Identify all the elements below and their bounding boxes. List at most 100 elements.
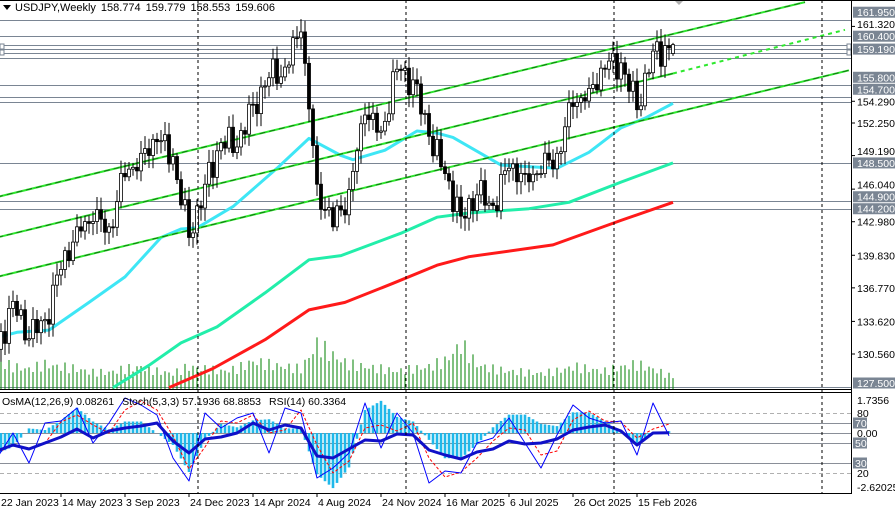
candle[interactable] [175, 153, 179, 185]
candle[interactable] [335, 199, 339, 232]
candle[interactable] [575, 92, 579, 119]
candle[interactable] [519, 162, 523, 195]
candle[interactable] [75, 214, 79, 247]
candle[interactable] [599, 60, 603, 97]
candle[interactable] [255, 91, 259, 127]
candle[interactable] [143, 136, 147, 166]
candle[interactable] [183, 187, 187, 212]
candle[interactable] [251, 92, 255, 117]
candle[interactable] [623, 56, 627, 87]
candle[interactable] [79, 216, 83, 238]
candle[interactable] [475, 183, 479, 222]
candle[interactable] [387, 101, 391, 126]
candle[interactable] [343, 197, 347, 224]
candle[interactable] [275, 46, 279, 91]
candle[interactable] [39, 316, 43, 345]
object-handle-icon[interactable] [0, 43, 5, 50]
candle[interactable] [471, 190, 475, 223]
candle[interactable] [35, 310, 39, 344]
candle[interactable] [415, 68, 419, 97]
triangle-down-icon[interactable] [3, 5, 11, 10]
shift-marker-icon[interactable] [675, 1, 683, 5]
candle[interactable] [339, 195, 343, 217]
candle[interactable] [567, 90, 571, 140]
candle[interactable] [235, 135, 239, 160]
candle[interactable] [351, 163, 355, 202]
candle[interactable] [587, 77, 591, 108]
candle[interactable] [647, 68, 651, 78]
candle[interactable] [527, 161, 531, 193]
candle[interactable] [435, 126, 439, 161]
object-handle-icon[interactable] [0, 49, 5, 56]
candle[interactable] [67, 241, 71, 268]
candle[interactable] [403, 61, 407, 83]
candle[interactable] [515, 157, 519, 195]
candle[interactable] [159, 129, 163, 154]
candle[interactable] [19, 304, 23, 320]
candle[interactable] [531, 165, 535, 191]
candle[interactable] [139, 141, 143, 182]
candle[interactable] [323, 196, 327, 219]
candle[interactable] [299, 19, 303, 50]
candle[interactable] [127, 162, 131, 182]
candle[interactable] [559, 146, 563, 165]
candle[interactable] [99, 197, 103, 232]
candle[interactable] [383, 111, 387, 136]
candle[interactable] [307, 56, 311, 122]
candle[interactable] [267, 71, 271, 97]
candle[interactable] [363, 103, 367, 137]
candle[interactable] [63, 246, 67, 279]
candle[interactable] [295, 26, 299, 49]
candle[interactable] [71, 230, 75, 266]
candle[interactable] [7, 295, 11, 354]
candle[interactable] [167, 122, 171, 173]
candle[interactable] [607, 52, 611, 80]
candle[interactable] [319, 171, 323, 220]
candle[interactable] [303, 20, 307, 76]
candle[interactable] [179, 171, 183, 210]
candle[interactable] [331, 202, 335, 232]
candle[interactable] [0, 323, 3, 362]
candle[interactable] [627, 68, 631, 104]
candle[interactable] [247, 95, 251, 146]
candle[interactable] [583, 90, 587, 110]
candle[interactable] [551, 149, 555, 178]
candle[interactable] [171, 148, 175, 171]
candle[interactable] [467, 194, 471, 231]
candle[interactable] [487, 195, 491, 210]
candle[interactable] [451, 170, 455, 222]
candle[interactable] [111, 219, 115, 238]
candle[interactable] [243, 126, 247, 145]
candle[interactable] [11, 290, 15, 318]
candle[interactable] [367, 102, 371, 132]
candle[interactable] [191, 222, 195, 248]
candle[interactable] [203, 174, 207, 221]
candle[interactable] [95, 197, 99, 235]
candle[interactable] [359, 115, 363, 164]
candle[interactable] [215, 141, 219, 188]
candle[interactable] [503, 158, 507, 185]
candle[interactable] [443, 160, 447, 181]
candle[interactable] [379, 125, 383, 139]
candle[interactable] [655, 30, 659, 60]
candle[interactable] [51, 272, 55, 337]
candle[interactable] [291, 30, 295, 74]
candle[interactable] [419, 76, 423, 126]
candle[interactable] [147, 138, 151, 169]
candle[interactable] [55, 263, 59, 297]
candle[interactable] [591, 71, 595, 93]
main-price-panel[interactable] [0, 1, 851, 389]
candle[interactable] [219, 138, 223, 160]
candle[interactable] [195, 199, 199, 245]
candle[interactable] [375, 106, 379, 141]
candle[interactable] [595, 73, 599, 95]
candle[interactable] [667, 38, 671, 61]
candle[interactable] [431, 124, 435, 163]
candle[interactable] [611, 41, 615, 73]
candle[interactable] [259, 76, 263, 127]
candle[interactable] [207, 149, 211, 197]
candle[interactable] [123, 162, 127, 182]
candle[interactable] [155, 132, 159, 155]
candle[interactable] [663, 34, 667, 78]
